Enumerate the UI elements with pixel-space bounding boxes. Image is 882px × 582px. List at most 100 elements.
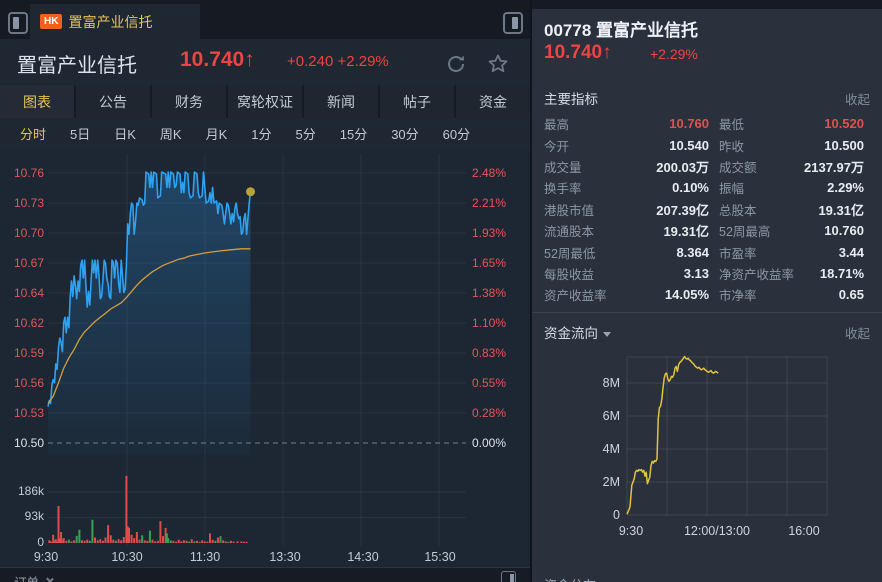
- tab-news[interactable]: 新闻: [304, 85, 378, 118]
- period-30m[interactable]: 30分: [391, 126, 419, 142]
- stock-code-title: 00778 置富产业信托: [544, 21, 698, 40]
- favorite-star-icon[interactable]: [486, 52, 510, 76]
- stock-price: 10.740↑: [180, 48, 255, 71]
- section-divider: [532, 312, 882, 313]
- period-1m[interactable]: 1分: [251, 126, 272, 142]
- indicators-title: 主要指标: [544, 92, 598, 107]
- quote-change-pct: +2.29%: [650, 46, 698, 62]
- svg-text:0.55%: 0.55%: [472, 376, 506, 390]
- indicator-value: 200.03万: [656, 159, 709, 175]
- indicator-label: 流通股本: [544, 225, 595, 240]
- indicator-row: 流通股本 19.31亿 52周最高 10.760: [544, 220, 872, 241]
- capital-flow-chart[interactable]: 8M 6M 4M 2M 0 9:30 12:00/13:00 16:00: [532, 345, 882, 560]
- indicator-value: 3.13: [683, 265, 709, 281]
- svg-text:12:00/13:00: 12:00/13:00: [684, 524, 750, 538]
- svg-text:10.70: 10.70: [14, 226, 44, 240]
- svg-text:0: 0: [37, 535, 44, 549]
- quote-price: 10.740↑: [544, 42, 612, 63]
- flow-collapse-link[interactable]: 收起: [844, 327, 870, 341]
- indicator-label: 净资产收益率: [719, 267, 795, 282]
- indicator-label: 52周最高: [719, 225, 771, 240]
- svg-text:11:30: 11:30: [190, 550, 220, 564]
- svg-text:10.73: 10.73: [14, 196, 44, 210]
- indicator-label: 振幅: [719, 182, 745, 197]
- period-intraday[interactable]: 分时: [20, 126, 47, 142]
- indicator-value: 18.71%: [819, 265, 864, 281]
- period-5m[interactable]: 5分: [295, 126, 316, 142]
- collapse-right-panel-icon[interactable]: [503, 12, 523, 34]
- flow-title[interactable]: 资金流向: [544, 326, 598, 341]
- indicator-label: 资产收益率: [544, 289, 607, 304]
- orders-tab[interactable]: 订单: [14, 572, 54, 582]
- svg-text:4M: 4M: [603, 442, 620, 456]
- indicator-label: 港股市值: [544, 203, 595, 218]
- indicator-value: 19.31亿: [818, 202, 864, 218]
- indicators-section-header: 主要指标 收起: [544, 88, 870, 107]
- svg-text:2M: 2M: [603, 475, 620, 489]
- tab-chart[interactable]: 图表: [0, 85, 74, 118]
- svg-text:10.76: 10.76: [14, 166, 44, 180]
- indicator-label: 今开: [544, 139, 570, 154]
- indicator-label: 市净率: [719, 289, 757, 304]
- indicator-row: 52周最低 8.364 市盈率 3.44: [544, 241, 872, 262]
- indicator-row: 每股收益 3.13 净资产收益率 18.71%: [544, 263, 872, 284]
- chart-panel: HK 置富产业信托 置富产业信托 10.740↑ +0.240 +2.29% 图…: [0, 0, 530, 582]
- svg-text:0.83%: 0.83%: [472, 346, 506, 360]
- indicator-value: 14.05%: [664, 287, 709, 303]
- dock-bar: [509, 573, 514, 582]
- period-60m[interactable]: 60分: [442, 126, 471, 142]
- stock-tab[interactable]: HK 置富产业信托: [30, 4, 200, 39]
- chevron-down-icon[interactable]: [603, 331, 611, 337]
- dock-panel-icon[interactable]: [501, 571, 516, 582]
- indicators-collapse-link[interactable]: 收起: [844, 93, 870, 107]
- period-monthly[interactable]: 月K: [205, 126, 228, 142]
- close-icon[interactable]: [45, 577, 54, 582]
- tab-warrants[interactable]: 窝轮权证: [228, 85, 302, 118]
- svg-text:10.59: 10.59: [14, 346, 44, 360]
- svg-text:10.62: 10.62: [14, 316, 44, 330]
- indicator-label: 52周最低: [544, 246, 596, 261]
- svg-text:10:30: 10:30: [111, 550, 142, 564]
- period-weekly[interactable]: 周K: [159, 126, 182, 142]
- tab-announcements[interactable]: 公告: [76, 85, 150, 118]
- flow-section-header: 资金流向 收起: [544, 322, 870, 341]
- indicator-value: 3.44: [838, 244, 864, 260]
- collapse-bar: [13, 17, 19, 29]
- period-15m[interactable]: 15分: [339, 126, 368, 142]
- indicator-value: 10.760: [824, 223, 864, 239]
- stock-tab-label: 置富产业信托: [68, 13, 153, 30]
- indicator-value: 10.540: [669, 137, 709, 153]
- indicator-label: 最低: [719, 118, 745, 133]
- svg-text:8M: 8M: [603, 376, 620, 390]
- quote-panel: 00778 置富产业信托 10.740↑ +2.29% 主要指标 收起 最高 10…: [530, 0, 882, 582]
- svg-text:1.93%: 1.93%: [472, 226, 506, 240]
- period-5d[interactable]: 5日: [70, 126, 91, 142]
- svg-text:0.28%: 0.28%: [472, 406, 506, 420]
- svg-text:1.65%: 1.65%: [472, 256, 506, 270]
- indicator-row: 换手率 0.10% 振幅 2.29%: [544, 177, 872, 198]
- content-tabs: 图表 公告 财务 窝轮权证 新闻 帖子 资金: [0, 85, 530, 118]
- indicator-row: 最高 10.760 最低 10.520: [544, 113, 872, 134]
- svg-text:6M: 6M: [603, 409, 620, 423]
- indicator-value: 0.65: [838, 287, 864, 303]
- svg-text:9:30: 9:30: [34, 550, 58, 564]
- svg-text:0.00%: 0.00%: [472, 436, 506, 450]
- svg-text:10.67: 10.67: [14, 256, 44, 270]
- tab-posts[interactable]: 帖子: [380, 85, 454, 118]
- tab-capital[interactable]: 资金: [456, 85, 530, 118]
- refresh-icon[interactable]: [444, 52, 468, 76]
- svg-text:13:30: 13:30: [269, 550, 300, 564]
- tab-financials[interactable]: 财务: [152, 85, 226, 118]
- period-tabs: 分时 5日 日K 周K 月K 1分 5分 15分 30分 60分: [0, 118, 550, 148]
- indicator-label: 昨收: [719, 139, 745, 154]
- indicator-row: 今开 10.540 昨收 10.500: [544, 134, 872, 155]
- period-daily[interactable]: 日K: [114, 126, 136, 142]
- collapse-left-panel-icon[interactable]: [8, 12, 28, 34]
- up-arrow-icon: ↑: [244, 48, 255, 71]
- intraday-price-chart[interactable]: 10.76 10.73 10.70 10.67 10.64 10.62 10.59 10.56…: [0, 148, 530, 567]
- up-arrow-icon: ↑: [602, 42, 612, 63]
- market-badge: HK: [40, 14, 63, 29]
- stock-change: +0.240 +2.29%: [287, 53, 389, 70]
- svg-text:1.38%: 1.38%: [472, 286, 506, 300]
- svg-text:10.64: 10.64: [14, 286, 44, 300]
